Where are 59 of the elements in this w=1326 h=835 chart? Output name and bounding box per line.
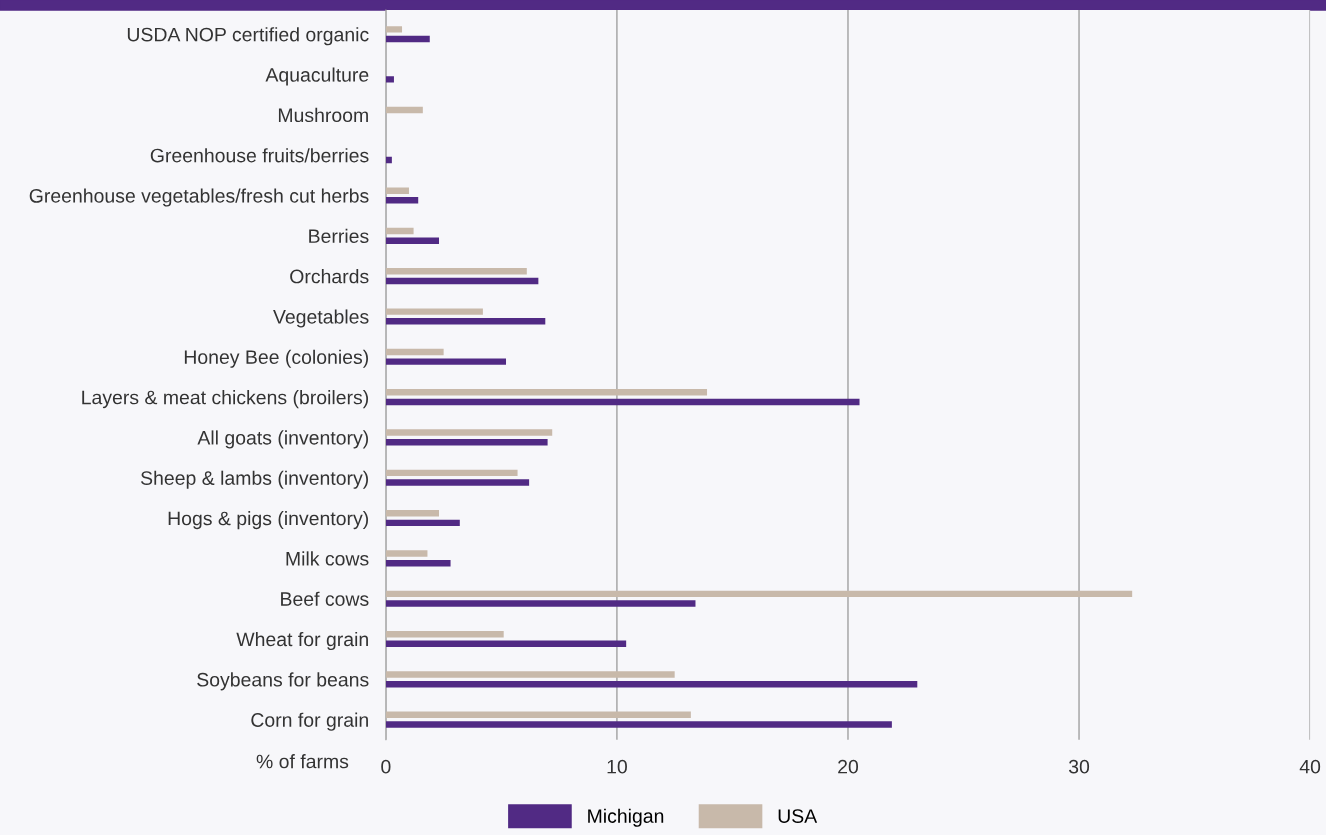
bar (385, 479, 530, 486)
bar (385, 590, 1133, 598)
y-tick-label: All goats (inventory) (197, 430, 368, 449)
x-tick-label: 40 (1299, 759, 1321, 774)
x-axis-title: % of farms (256, 754, 349, 769)
bar (385, 156, 392, 164)
bar (385, 318, 546, 325)
bar (385, 439, 548, 446)
y-tick-label: Sheep & lambs (inventory) (140, 470, 369, 489)
y-tick-label: Milk cows (286, 551, 369, 566)
y-tick-label: Mushroom (278, 107, 368, 123)
bar (385, 721, 892, 728)
y-tick-label: Aquaculture (265, 67, 369, 86)
bar (385, 680, 918, 688)
bar (385, 469, 518, 477)
bar (385, 358, 507, 365)
bar (385, 509, 440, 517)
bar (385, 398, 860, 406)
bar (385, 227, 414, 235)
bar (385, 308, 483, 315)
bar (385, 711, 691, 719)
y-tick-label: Wheat for grain (236, 631, 368, 651)
y-tick-label: Soybeans for beans (197, 672, 369, 691)
y-tick-label: Orchards (290, 269, 369, 284)
x-tick-label: 0 (381, 759, 391, 774)
legend-label: USA (778, 809, 818, 823)
bar (385, 197, 419, 204)
bar (385, 35, 430, 43)
bar (385, 348, 444, 356)
bar (385, 559, 451, 567)
bar (385, 26, 403, 33)
bar (385, 389, 708, 396)
y-tick-label: Greenhouse fruits/berries (150, 148, 369, 163)
y-tick-label: Honey Bee (colonies) (184, 349, 368, 368)
y-tick-label: USDA NOP certified organic (127, 27, 369, 46)
bar (385, 76, 394, 83)
bar (385, 429, 553, 436)
x-tick-label: 20 (838, 759, 859, 774)
y-tick-label: Greenhouse vegetables/fresh cut herbs (29, 188, 369, 207)
y-tick-label: Layers & meat chickens (broilers) (82, 390, 369, 409)
y-tick-label: Corn for grain (251, 712, 368, 731)
bar (385, 550, 428, 557)
y-tick-label: Beef cows (281, 591, 369, 606)
bar (385, 519, 460, 527)
bar (385, 187, 409, 194)
bar (385, 277, 539, 285)
y-tick-label: Hogs & pigs (inventory) (168, 511, 368, 530)
bar (385, 600, 696, 607)
x-tick-label: 10 (607, 759, 627, 774)
bar (385, 630, 504, 638)
bar (385, 268, 527, 275)
y-tick-label: Berries (309, 228, 369, 244)
bar (385, 671, 675, 678)
bar (385, 640, 627, 648)
bar (385, 237, 440, 244)
x-tick-label: 30 (1068, 759, 1090, 774)
legend-label: Michigan (588, 808, 664, 827)
bar (385, 106, 423, 114)
y-tick-label: Vegetables (273, 309, 369, 328)
